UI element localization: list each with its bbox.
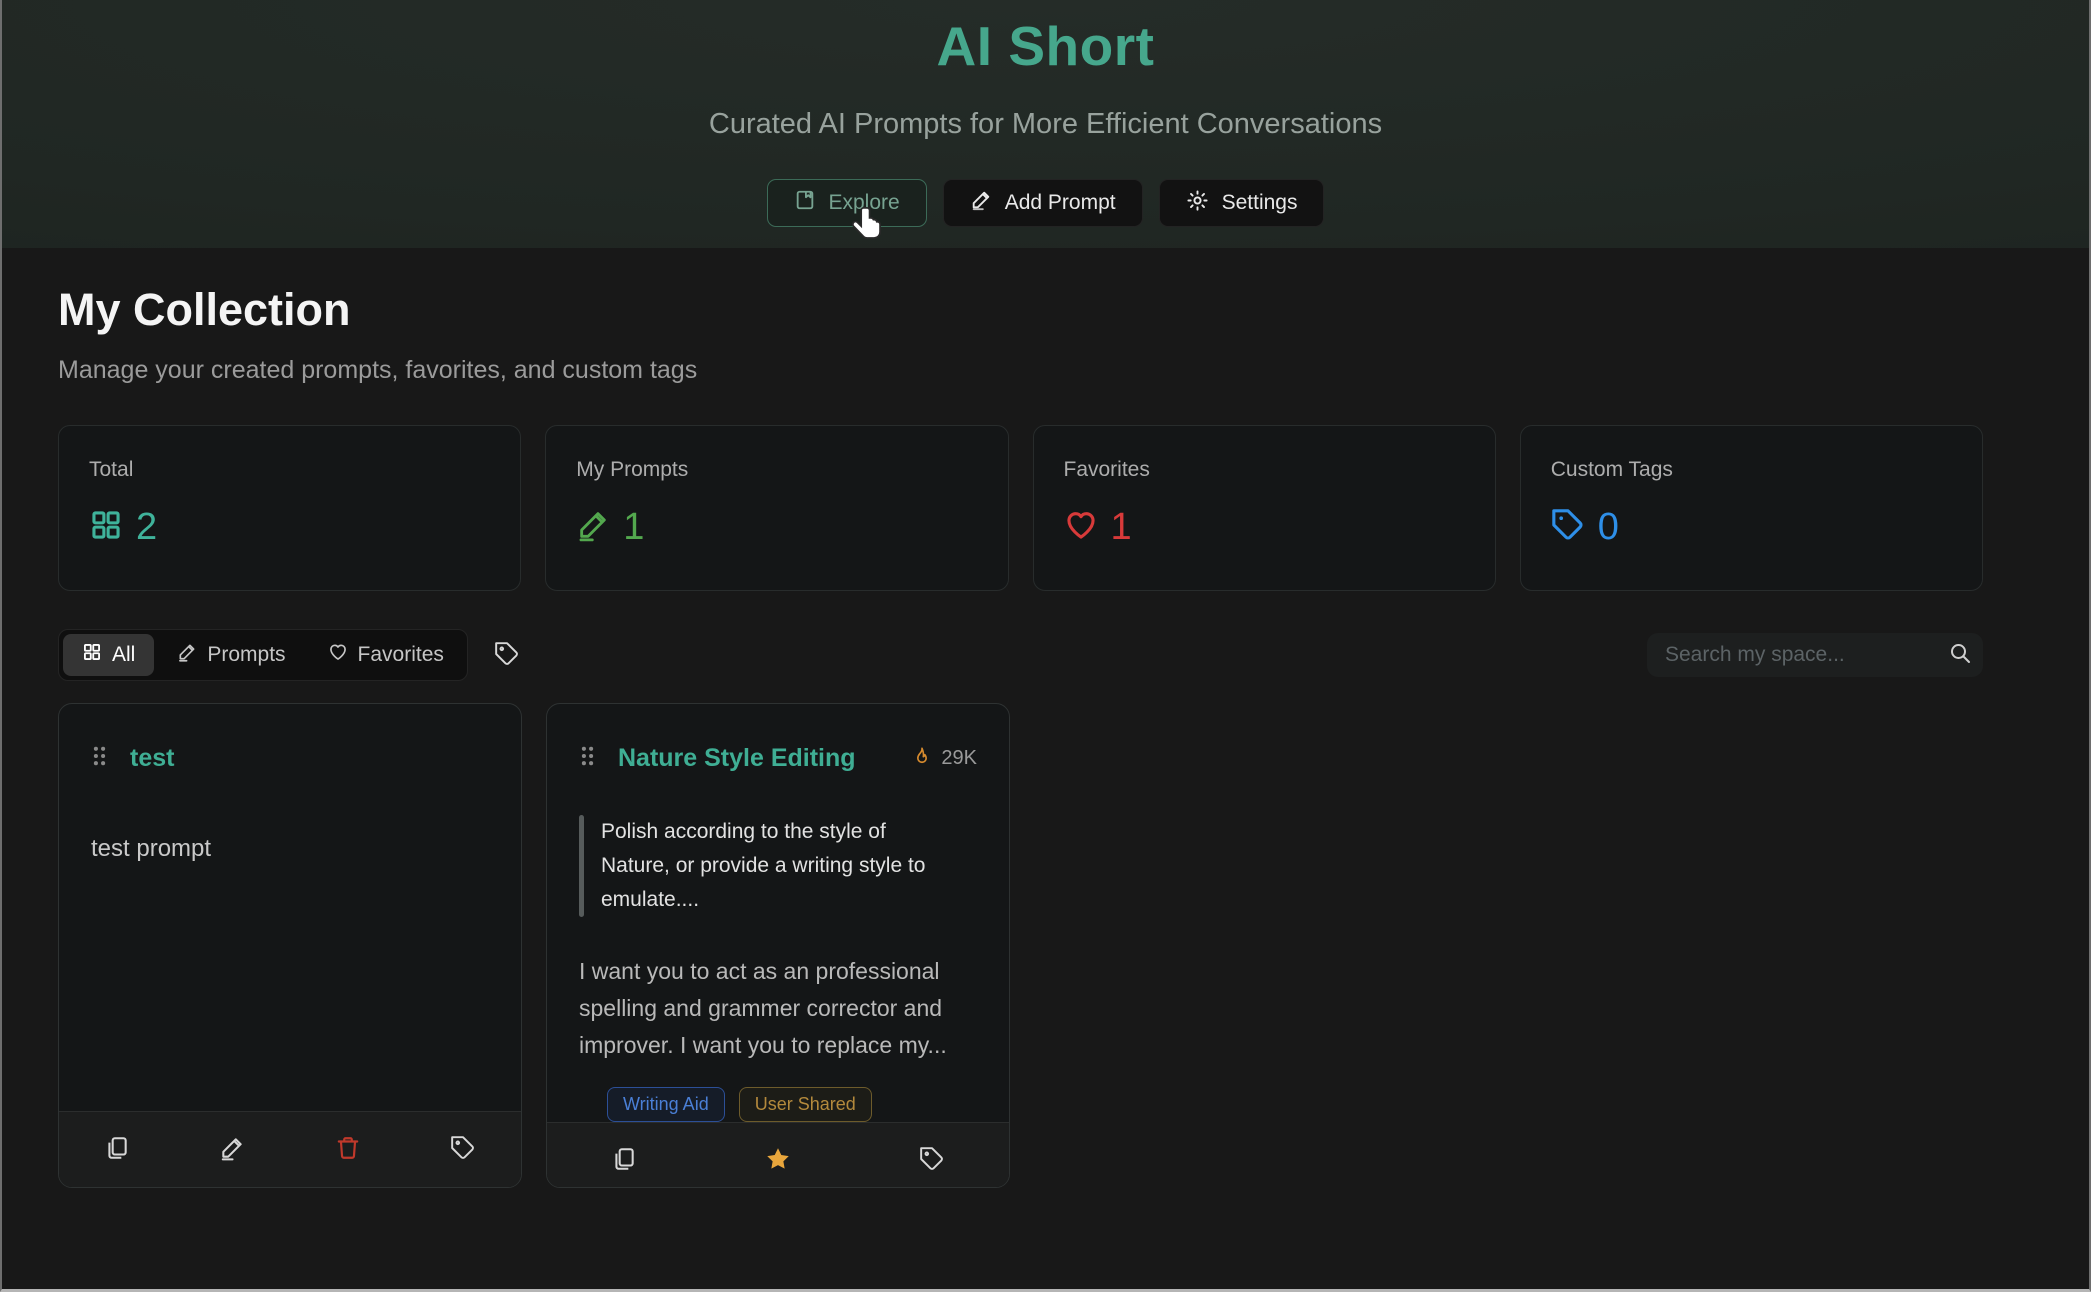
copy-button[interactable] bbox=[605, 1140, 643, 1181]
card-title[interactable]: Nature Style Editing bbox=[618, 744, 856, 772]
grid-icon bbox=[89, 508, 123, 547]
bookmark-icon bbox=[794, 189, 816, 217]
heart-icon bbox=[1064, 508, 1098, 547]
add-prompt-button[interactable]: Add Prompt bbox=[942, 179, 1143, 227]
explore-button[interactable]: Explore bbox=[766, 179, 927, 227]
app-title: AI Short bbox=[936, 15, 1155, 77]
stat-label: Total bbox=[89, 458, 134, 481]
grid-icon bbox=[82, 642, 102, 668]
delete-button[interactable] bbox=[329, 1129, 367, 1170]
edit-button[interactable] bbox=[213, 1129, 251, 1170]
tab-all[interactable]: All bbox=[63, 634, 155, 676]
quote-bar bbox=[579, 815, 584, 918]
prompt-card-test[interactable]: test test prompt bbox=[58, 703, 522, 1188]
tag-filter-button[interactable] bbox=[494, 641, 520, 670]
tab-label: Favorites bbox=[357, 643, 444, 666]
page-title: My Collection bbox=[58, 284, 351, 335]
tag-icon bbox=[1551, 508, 1585, 547]
drag-handle-icon[interactable] bbox=[579, 744, 596, 773]
tag-button[interactable] bbox=[913, 1140, 951, 1181]
hero-actions: Explore Add Prompt Settings bbox=[2, 179, 2089, 227]
card-actions bbox=[547, 1122, 1009, 1187]
filter-row: All Prompts Favorites bbox=[58, 629, 1983, 681]
tab-label: All bbox=[112, 643, 136, 666]
settings-button[interactable]: Settings bbox=[1158, 179, 1325, 227]
stat-label: My Prompts bbox=[576, 458, 689, 481]
stat-value: 0 bbox=[1597, 506, 1619, 548]
stat-card-custom-tags: Custom Tags 0 bbox=[1519, 425, 1983, 591]
copy-button[interactable] bbox=[98, 1129, 136, 1170]
tab-label: Prompts bbox=[207, 643, 286, 666]
page-subtitle: Manage your created prompts, favorites, … bbox=[58, 356, 698, 384]
tag-icon bbox=[494, 641, 520, 670]
copy-icon bbox=[104, 1135, 130, 1164]
tag-chip-writing-aid[interactable]: Writing Aid bbox=[607, 1087, 725, 1123]
stat-card-my-prompts: My Prompts 1 bbox=[545, 425, 1009, 591]
hero-header: AI Short Curated AI Prompts for More Eff… bbox=[2, 0, 2089, 248]
filter-tab-group: All Prompts Favorites bbox=[58, 629, 468, 681]
stats-row: Total 2 My Prompts 1 Favorites bbox=[58, 425, 1983, 591]
stat-label: Custom Tags bbox=[1550, 458, 1673, 481]
pencil-icon bbox=[177, 642, 197, 668]
tab-favorites[interactable]: Favorites bbox=[309, 634, 463, 676]
stat-card-total: Total 2 bbox=[58, 425, 522, 591]
delete-icon bbox=[335, 1135, 361, 1164]
tag-chip-user-shared[interactable]: User Shared bbox=[738, 1087, 872, 1123]
tag-icon bbox=[450, 1135, 476, 1164]
card-body-text: I want you to act as an professional spe… bbox=[579, 958, 947, 1058]
card-body-text: test prompt bbox=[91, 835, 212, 862]
stat-value: 1 bbox=[1110, 506, 1132, 548]
prompt-cards: test test prompt bbox=[58, 703, 1983, 1188]
copy-icon bbox=[611, 1146, 637, 1175]
tag-icon bbox=[919, 1146, 945, 1175]
explore-label: Explore bbox=[828, 191, 900, 214]
stat-label: Favorites bbox=[1063, 458, 1150, 481]
drag-handle-icon[interactable] bbox=[91, 744, 108, 773]
stat-card-favorites: Favorites 1 bbox=[1032, 425, 1496, 591]
heart-icon bbox=[328, 642, 348, 668]
tab-prompts[interactable]: Prompts bbox=[158, 634, 304, 676]
card-title[interactable]: test bbox=[130, 744, 175, 772]
pencil-icon bbox=[970, 189, 992, 217]
settings-label: Settings bbox=[1221, 191, 1298, 214]
search-icon[interactable] bbox=[1948, 641, 1972, 670]
flame-icon bbox=[912, 745, 932, 773]
gear-icon bbox=[1186, 189, 1209, 218]
app-subtitle: Curated AI Prompts for More Efficient Co… bbox=[708, 108, 1383, 140]
prompt-card-nature-style-editing[interactable]: Nature Style Editing 29K Polish accordin… bbox=[546, 703, 1010, 1188]
search-box[interactable] bbox=[1647, 633, 1983, 677]
quote-text: Polish according to the style of Nature,… bbox=[601, 820, 926, 912]
card-actions bbox=[59, 1111, 521, 1187]
card-quote: Polish according to the style of Nature,… bbox=[579, 815, 977, 918]
popularity-badge: 29K bbox=[912, 745, 977, 773]
favorite-star-button[interactable] bbox=[758, 1139, 798, 1182]
tag-chip-row: Writing Aid User Shared bbox=[579, 1087, 977, 1123]
main-content: My Collection Manage your created prompt… bbox=[2, 248, 2089, 1188]
pencil-icon bbox=[576, 508, 610, 547]
views-count: 29K bbox=[941, 747, 977, 769]
stat-value: 2 bbox=[136, 506, 158, 548]
stat-value: 1 bbox=[623, 506, 645, 548]
edit-icon bbox=[219, 1135, 245, 1164]
search-input[interactable] bbox=[1665, 643, 1936, 667]
star-icon bbox=[764, 1145, 792, 1176]
add-prompt-label: Add Prompt bbox=[1004, 191, 1116, 214]
tag-button[interactable] bbox=[444, 1129, 482, 1170]
